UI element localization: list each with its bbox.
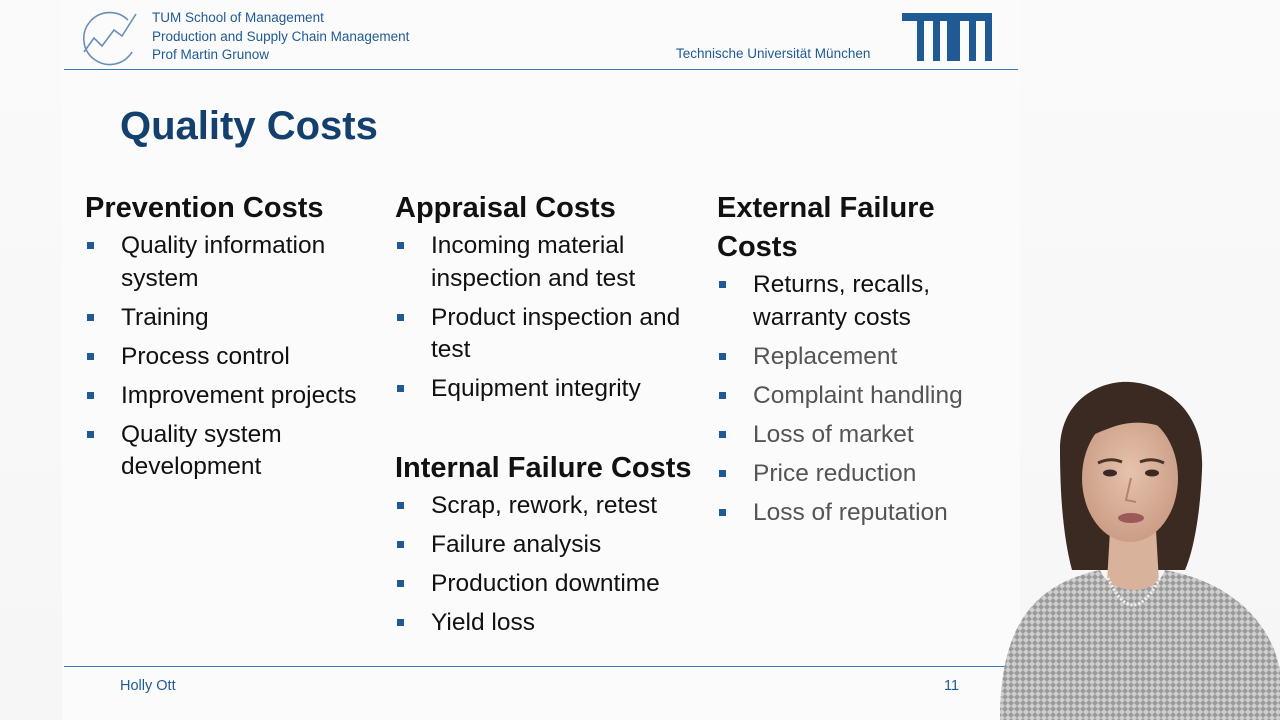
appraisal-costs-column: Appraisal Costs Incoming material inspec… bbox=[395, 189, 695, 412]
list-item: Loss of market bbox=[717, 419, 1007, 452]
bullet-list: Scrap, rework, retest Failure analysis P… bbox=[395, 490, 715, 640]
list-item-text: Returns, recalls, warranty costs bbox=[753, 271, 931, 331]
list-item: Price reduction bbox=[717, 458, 1007, 491]
bullet-square-icon bbox=[87, 313, 94, 321]
school-logo-icon bbox=[82, 11, 137, 66]
column-heading: Prevention Costs bbox=[85, 192, 324, 224]
list-item: Replacement bbox=[717, 341, 1007, 374]
prevention-costs-column: Prevention Costs Quality information sys… bbox=[85, 189, 405, 490]
list-item-text: Failure analysis bbox=[431, 531, 602, 558]
list-item: Equipment integrity bbox=[395, 373, 695, 406]
bullet-square-icon bbox=[719, 469, 726, 477]
dept-line-chair: Production and Supply Chain Management bbox=[152, 28, 410, 44]
bullet-square-icon bbox=[87, 391, 94, 399]
department-info: TUM School of Management Production and … bbox=[152, 9, 409, 65]
university-name: Technische Universität München bbox=[676, 46, 871, 61]
column-heading: External Failure Costs bbox=[717, 192, 935, 263]
bullet-list: Returns, recalls, warranty costs Replace… bbox=[717, 269, 1007, 529]
bullet-square-icon bbox=[397, 541, 404, 548]
list-item-text: Process control bbox=[121, 342, 290, 370]
list-item-text: Complaint handling bbox=[753, 381, 963, 409]
bullet-square-icon bbox=[87, 430, 94, 438]
bullet-square-icon bbox=[87, 242, 94, 249]
bullet-square-icon bbox=[397, 385, 404, 392]
list-item-text: Improvement projects bbox=[121, 381, 357, 409]
list-item: Training bbox=[85, 302, 405, 335]
list-item-text: Loss of market bbox=[753, 420, 914, 448]
dept-line-professor: Prof Martin Grunow bbox=[152, 47, 270, 62]
list-item: Complaint handling bbox=[717, 380, 1007, 413]
list-item-text: Production downtime bbox=[431, 570, 660, 597]
column-heading: Internal Failure Costs bbox=[395, 452, 692, 484]
list-item-text: Yield loss bbox=[431, 609, 535, 636]
bullet-square-icon bbox=[397, 242, 404, 249]
tum-logo-icon bbox=[902, 13, 992, 61]
column-heading: Appraisal Costs bbox=[395, 192, 616, 224]
bullet-square-icon bbox=[719, 508, 726, 516]
bullet-square-icon bbox=[719, 430, 726, 438]
list-item-text: Product inspection and test bbox=[431, 303, 681, 364]
bullet-square-icon bbox=[87, 352, 94, 360]
list-item-text: Price reduction bbox=[753, 459, 917, 487]
list-item: Quality information system bbox=[85, 230, 405, 295]
external-failure-costs-column: External Failure Costs Returns, recalls,… bbox=[717, 189, 1007, 536]
internal-failure-costs-column: Internal Failure Costs Scrap, rework, re… bbox=[395, 449, 715, 646]
list-item-text: Incoming material inspection and test bbox=[431, 232, 636, 292]
list-item: Returns, recalls, warranty costs bbox=[717, 269, 1007, 334]
list-item-text: Training bbox=[121, 303, 209, 331]
bullet-list: Quality information system Training Proc… bbox=[85, 230, 405, 484]
page-number: 11 bbox=[944, 678, 960, 694]
header-divider bbox=[64, 69, 1018, 70]
bullet-square-icon bbox=[719, 352, 726, 360]
bullet-square-icon bbox=[719, 391, 726, 399]
list-item-text: Loss of reputation bbox=[753, 498, 948, 526]
list-item-text: Replacement bbox=[753, 342, 898, 370]
bullet-square-icon bbox=[397, 619, 404, 626]
bullet-list: Incoming material inspection and test Pr… bbox=[395, 230, 695, 406]
dept-line-school: TUM School of Management bbox=[152, 10, 324, 25]
footer-author: Holly Ott bbox=[120, 678, 176, 694]
bullet-square-icon bbox=[397, 313, 404, 321]
list-item: Quality system development bbox=[85, 419, 405, 484]
list-item-text: Quality system development bbox=[121, 420, 282, 481]
list-item-text: Quality information system bbox=[121, 232, 326, 292]
presenter-video-image bbox=[1000, 381, 1280, 720]
footer-divider bbox=[64, 666, 1018, 667]
list-item: Failure analysis bbox=[395, 529, 715, 562]
bullet-square-icon bbox=[719, 281, 726, 288]
list-item-text: Scrap, rework, retest bbox=[431, 492, 658, 519]
list-item: Improvement projects bbox=[85, 380, 405, 413]
list-item-text: Equipment integrity bbox=[431, 375, 641, 402]
list-item: Incoming material inspection and test bbox=[395, 230, 695, 295]
bullet-square-icon bbox=[397, 502, 404, 509]
list-item: Process control bbox=[85, 341, 405, 374]
list-item: Scrap, rework, retest bbox=[395, 490, 715, 523]
slide-title: Quality Costs bbox=[120, 104, 378, 148]
list-item: Yield loss bbox=[395, 607, 715, 640]
list-item: Product inspection and test bbox=[395, 302, 695, 367]
bullet-square-icon bbox=[397, 580, 404, 587]
slide-background bbox=[62, 0, 1020, 720]
list-item: Loss of reputation bbox=[717, 497, 1007, 530]
list-item: Production downtime bbox=[395, 568, 715, 601]
